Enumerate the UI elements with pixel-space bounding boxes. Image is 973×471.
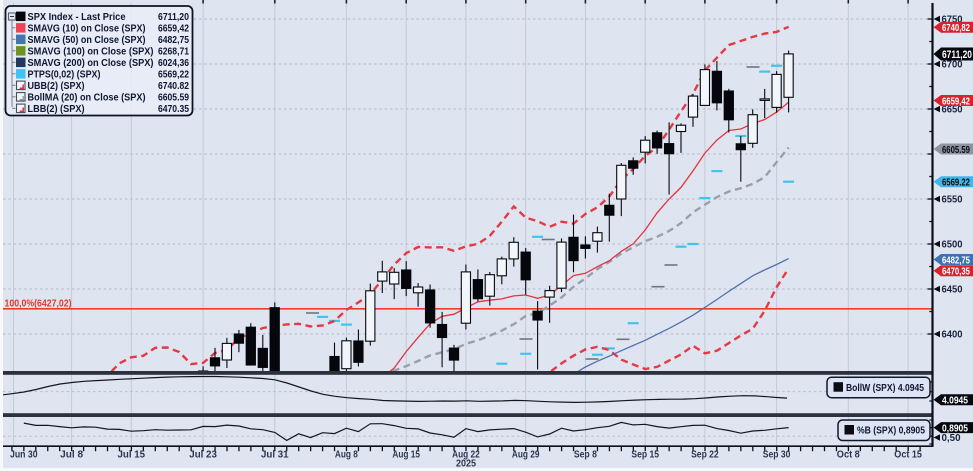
svg-text:Sep 8: Sep 8 — [574, 449, 597, 461]
svg-text:Sep 22: Sep 22 — [691, 449, 719, 461]
svg-text:LBB(2) (SPX): LBB(2) (SPX) — [28, 104, 85, 115]
svg-text:Jul 31: Jul 31 — [261, 449, 289, 461]
svg-text:6500: 6500 — [942, 239, 963, 251]
svg-text:Aug 15: Aug 15 — [392, 449, 420, 461]
svg-text:6482,75: 6482,75 — [942, 254, 970, 266]
svg-text:BollW (SPX) 4.0945: BollW (SPX) 4.0945 — [846, 383, 924, 394]
svg-text:Aug 22: Aug 22 — [452, 449, 480, 461]
svg-text:6400: 6400 — [942, 329, 963, 341]
svg-text:Oct 8: Oct 8 — [837, 449, 860, 461]
svg-text:6024,36: 6024,36 — [158, 58, 189, 69]
svg-text:Aug 8: Aug 8 — [335, 449, 358, 461]
svg-text:6740,82: 6740,82 — [942, 22, 970, 34]
svg-text:6470.35: 6470.35 — [158, 104, 189, 115]
svg-text:6659,42: 6659,42 — [158, 23, 189, 34]
svg-text:Jun 30: Jun 30 — [10, 449, 38, 461]
svg-text:UBB(2) (SPX): UBB(2) (SPX) — [28, 81, 85, 92]
svg-text:Jul 23: Jul 23 — [189, 449, 217, 461]
svg-text:6700: 6700 — [942, 59, 963, 71]
svg-text:SMAVG (200) on Close (SPX): SMAVG (200) on Close (SPX) — [28, 58, 154, 69]
svg-text:BollMA (20) on Close (SPX): BollMA (20) on Close (SPX) — [28, 92, 146, 103]
svg-text:6711,20: 6711,20 — [942, 49, 972, 61]
svg-text:Jul 15: Jul 15 — [118, 449, 146, 461]
svg-text:6450: 6450 — [942, 284, 963, 296]
svg-text:SMAVG (50) on Close (SPX): SMAVG (50) on Close (SPX) — [28, 35, 146, 46]
svg-text:6711,20: 6711,20 — [158, 12, 189, 23]
svg-text:Aug 29: Aug 29 — [512, 449, 540, 461]
svg-text:6605.59: 6605.59 — [942, 144, 970, 156]
svg-text:SMAVG (100) on Close (SPX): SMAVG (100) on Close (SPX) — [28, 46, 154, 57]
svg-text:6470,35: 6470,35 — [942, 266, 970, 278]
svg-text:Sep 30: Sep 30 — [763, 449, 791, 461]
svg-text:0,8905: 0,8905 — [942, 422, 968, 434]
svg-text:6268,71: 6268,71 — [158, 46, 189, 57]
svg-text:6550: 6550 — [942, 194, 963, 206]
svg-text:Oct 15: Oct 15 — [894, 449, 922, 461]
svg-text:6650: 6650 — [942, 104, 963, 116]
svg-text:6659,42: 6659,42 — [942, 95, 970, 107]
svg-text:100,0%(6427,02): 100,0%(6427,02) — [5, 297, 72, 309]
svg-text:SMAVG (10) on Close (SPX): SMAVG (10) on Close (SPX) — [28, 23, 146, 34]
svg-text:2025: 2025 — [456, 458, 476, 470]
svg-text:SPX Index - Last Price: SPX Index - Last Price — [28, 12, 126, 23]
svg-text:6569.22: 6569.22 — [942, 177, 970, 189]
svg-text:0,50: 0,50 — [942, 432, 961, 444]
svg-text:4.0945: 4.0945 — [942, 395, 968, 407]
svg-text:6482,75: 6482,75 — [158, 35, 189, 46]
svg-text:6569,22: 6569,22 — [158, 69, 189, 80]
svg-text:6605.59: 6605.59 — [158, 92, 189, 103]
svg-text:Sep 15: Sep 15 — [631, 449, 659, 461]
svg-text:6740.82: 6740.82 — [158, 81, 189, 92]
svg-text:PTPS(0,02) (SPX): PTPS(0,02) (SPX) — [28, 69, 101, 80]
svg-text:Jul 8: Jul 8 — [60, 449, 83, 461]
svg-text:%B (SPX) 0,8905: %B (SPX) 0,8905 — [857, 426, 925, 437]
